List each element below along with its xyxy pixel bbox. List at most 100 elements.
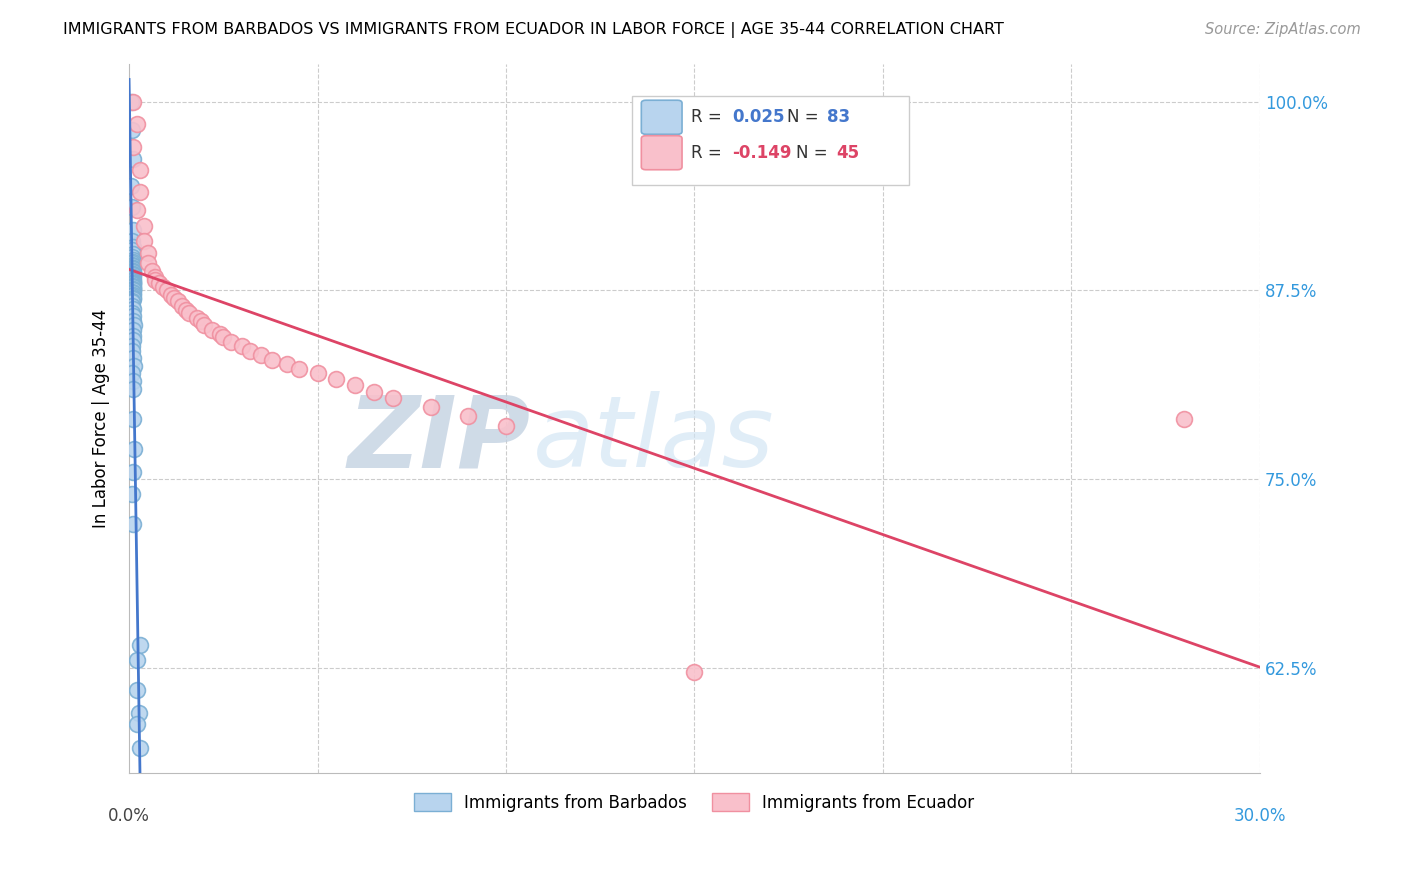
Point — [1173, 411, 1195, 425]
Point — [201, 323, 224, 337]
Point — [121, 268, 143, 283]
Point — [262, 352, 284, 367]
Point — [121, 234, 143, 248]
Point — [125, 203, 148, 218]
Point — [125, 117, 148, 131]
Point — [121, 367, 143, 381]
Point — [231, 339, 253, 353]
Point — [121, 293, 143, 308]
Point — [121, 95, 143, 109]
Point — [190, 313, 212, 327]
Point — [122, 359, 145, 373]
Text: Source: ZipAtlas.com: Source: ZipAtlas.com — [1205, 22, 1361, 37]
Point — [325, 372, 347, 386]
Point — [121, 288, 143, 302]
Text: N =: N = — [787, 108, 824, 127]
Point — [121, 265, 143, 279]
Point — [121, 295, 143, 310]
Point — [121, 273, 143, 287]
Point — [120, 95, 142, 109]
Point — [121, 260, 143, 274]
Point — [125, 716, 148, 731]
Point — [121, 140, 143, 154]
Text: 0.025: 0.025 — [731, 108, 785, 127]
Point — [129, 162, 152, 177]
Point — [121, 260, 143, 275]
Point — [121, 487, 143, 501]
Point — [121, 265, 143, 279]
Point — [121, 284, 143, 298]
Text: N =: N = — [796, 144, 834, 161]
Point — [121, 269, 143, 284]
Point — [121, 323, 143, 337]
Point — [186, 310, 208, 325]
Point — [121, 279, 143, 293]
Point — [287, 362, 309, 376]
Point — [344, 378, 367, 392]
Point — [141, 264, 163, 278]
Point — [121, 273, 143, 287]
Point — [212, 330, 235, 344]
Text: atlas: atlas — [533, 392, 775, 489]
Point — [148, 276, 170, 290]
Point — [121, 277, 143, 292]
Point — [122, 318, 145, 332]
Point — [120, 179, 142, 194]
Point — [122, 442, 145, 456]
Point — [121, 253, 143, 268]
Text: 83: 83 — [827, 108, 849, 127]
Point — [121, 309, 143, 323]
Point — [121, 299, 143, 313]
Point — [121, 517, 143, 532]
Point — [121, 276, 143, 290]
Point — [121, 289, 143, 303]
Point — [174, 303, 197, 318]
Point — [170, 299, 193, 313]
Point — [121, 277, 143, 292]
Point — [121, 243, 143, 257]
Point — [457, 409, 479, 423]
Text: R =: R = — [692, 144, 727, 161]
Point — [121, 306, 143, 320]
Point — [381, 391, 404, 405]
Point — [121, 374, 143, 388]
Point — [134, 219, 156, 233]
Point — [121, 351, 143, 366]
Point — [121, 274, 143, 288]
Point — [276, 357, 298, 371]
Point — [121, 247, 143, 261]
Legend: Immigrants from Barbados, Immigrants from Ecuador: Immigrants from Barbados, Immigrants fro… — [408, 786, 981, 818]
FancyBboxPatch shape — [633, 96, 910, 185]
Point — [121, 260, 143, 275]
Point — [419, 400, 441, 414]
Text: -0.149: -0.149 — [731, 144, 792, 161]
Point — [121, 269, 143, 284]
Point — [250, 348, 273, 362]
Point — [134, 234, 156, 248]
Point — [159, 288, 181, 302]
Point — [121, 282, 143, 296]
Point — [121, 279, 143, 293]
Point — [121, 411, 143, 425]
Point — [152, 280, 174, 294]
Point — [121, 333, 143, 347]
Point — [121, 280, 143, 294]
Point — [121, 271, 143, 285]
Point — [125, 683, 148, 698]
Point — [239, 343, 262, 358]
Text: IMMIGRANTS FROM BARBADOS VS IMMIGRANTS FROM ECUADOR IN LABOR FORCE | AGE 35-44 C: IMMIGRANTS FROM BARBADOS VS IMMIGRANTS F… — [63, 22, 1004, 38]
FancyBboxPatch shape — [641, 136, 682, 169]
Point — [125, 653, 148, 667]
Point — [121, 258, 143, 272]
Point — [121, 382, 143, 396]
Point — [167, 293, 190, 308]
Point — [495, 419, 517, 434]
Point — [121, 328, 143, 343]
Point — [219, 334, 242, 349]
Point — [121, 254, 143, 268]
Point — [121, 313, 143, 327]
Point — [129, 186, 152, 200]
Point — [129, 638, 152, 652]
Point — [136, 256, 159, 270]
Point — [121, 284, 143, 298]
